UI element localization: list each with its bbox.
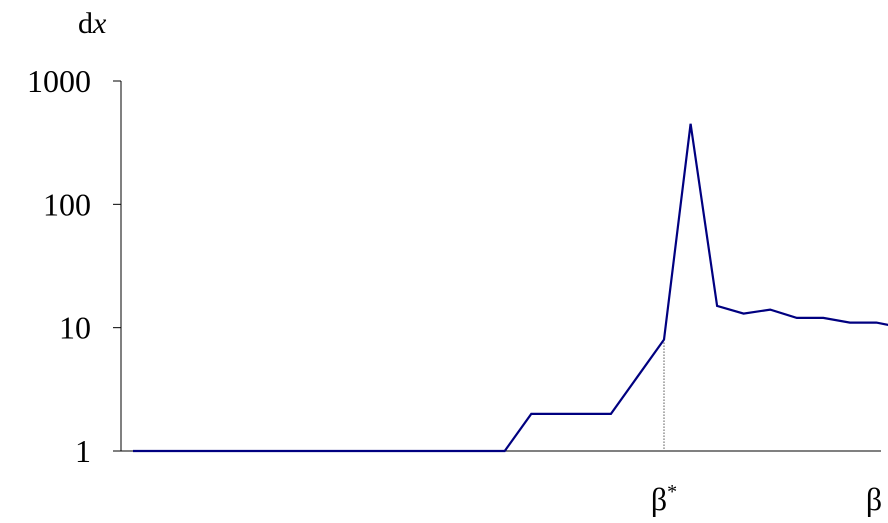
y-axis-label: dx <box>78 7 107 40</box>
y-tick-label: 1000 <box>27 63 91 99</box>
y-tick-label: 100 <box>43 186 91 222</box>
x-axis-label: β <box>866 481 882 517</box>
y-axis-ticks: 1 10 100 1000 <box>27 63 121 469</box>
series-line <box>133 123 888 453</box>
beta-star-label: β* <box>651 481 677 517</box>
y-tick-label: 1 <box>75 433 91 469</box>
y-tick-label: 10 <box>59 310 91 346</box>
